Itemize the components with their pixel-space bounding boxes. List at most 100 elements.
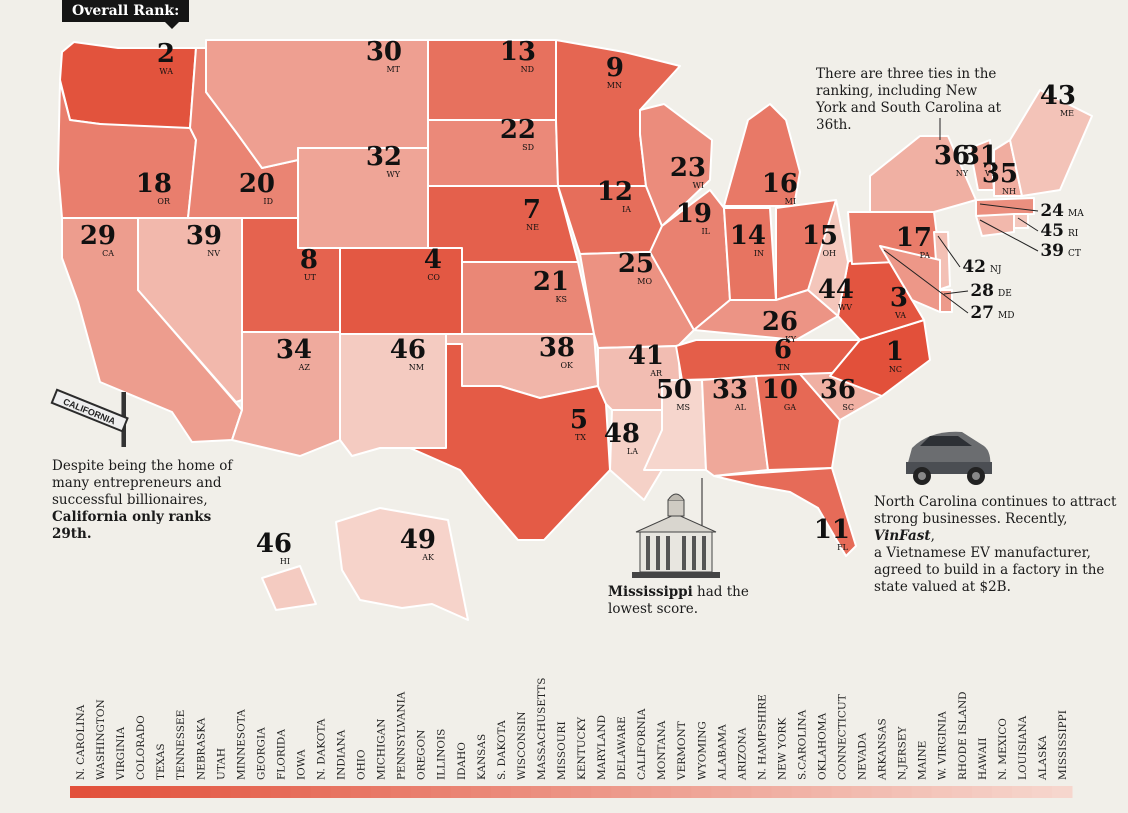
california-text-2: many entrepreneurs and [52,475,222,491]
state-rank-la: 48 [604,419,640,449]
california-text-1: Despite being the home of [52,458,233,474]
mississippi-annotation: Mississippi had the lowest score. [608,584,758,618]
state-abbr-hi: HI [280,557,290,566]
state-abbr-me: ME [1060,109,1074,118]
state-wy [297,147,429,249]
state-abbr-nm: NM [409,363,424,372]
state-rank-wa: 2 [157,39,175,69]
state-abbr-id: ID [263,197,273,206]
state-rank-ky: 26 [762,307,798,337]
state-rank-or: 18 [136,169,172,199]
state-rank-nc: 1 [886,337,904,367]
state-abbr-wv: WV [838,303,852,312]
ms-text-1: had the [692,584,749,600]
state-rank-id: 20 [239,169,275,199]
state-rank-ct: 39 [1040,241,1064,261]
state-rank-nj: 42 [962,257,986,277]
state-rank-az: 34 [276,335,312,365]
state-rank-ks: 21 [533,267,569,297]
leader-line-md [883,249,969,314]
state-ct [975,213,1015,237]
state-az [231,331,341,457]
state-abbr-il: IL [702,227,711,236]
state-abbr-la: LA [627,447,638,456]
state-abbr-ks: KS [556,295,567,304]
state-abbr-tx: TX [575,433,586,442]
leader-line-ma [979,203,1039,212]
state-ga [755,373,841,471]
state-md [879,245,941,313]
ties-text: There are three ties in the ranking, inc… [816,66,1002,133]
california-annotation: Despite being the home of many entrepren… [52,458,252,543]
state-abbr-ny: NY [956,169,969,178]
state-rank-al: 33 [712,375,748,405]
ms-bold: Mississippi [608,584,693,600]
state-rank-tx: 5 [570,405,588,435]
nc-text-3: a Vietnamese EV manufacturer, [874,545,1091,561]
state-abbr-ar: AR [649,369,663,378]
state-abbr-ga: GA [784,403,796,412]
state-abbr-ms: MS [676,403,690,412]
california-text-4: California only ranks 29th. [52,509,212,542]
state-rank-pa: 17 [896,223,932,253]
vinfast-name: VinFast [874,528,931,544]
state-abbr-va: VA [894,311,906,320]
state-abbr-de: DE [998,289,1012,299]
state-rank-mt: 30 [366,37,402,67]
state-abbr-ak: AK [421,553,435,562]
state-rank-nm: 46 [390,335,426,365]
california-sign-illustration: CALIFORNIA [50,388,129,447]
california-text-3: successful billionaires, [52,492,208,508]
state-nc [829,319,931,397]
state-rank-de: 28 [970,281,994,301]
leader-line-ri [1017,217,1039,232]
state-rank-me: 43 [1040,81,1076,111]
state-rank-ar: 41 [628,341,664,371]
state-abbr-mt: MT [386,65,400,74]
state-rank-va: 3 [890,283,908,313]
state-abbr-ca: CA [102,249,114,258]
state-rank-oh: 15 [802,221,838,251]
state-abbr-sc: SC [842,403,854,412]
vinfast-car-illustration [906,431,992,485]
overall-rank-badge: Overall Rank: [62,0,190,29]
state-abbr-mo: MO [637,277,652,286]
state-ri [1013,213,1029,229]
state-abbr-ok: OK [560,361,574,370]
state-fl [713,467,857,557]
state-abbr-wy: WY [386,170,400,179]
state-rank-mo: 25 [618,249,654,279]
state-abbr-ri: RI [1068,229,1079,239]
state-abbr-ky: KY [785,335,797,344]
state-abbr-nh: NH [1002,187,1016,196]
state-rank-fl: 11 [814,515,850,545]
state-hi [261,565,317,611]
state-abbr-nj: NJ [990,265,1002,275]
state-abbr-sd: SD [522,143,534,152]
state-abbr-az: AZ [298,363,311,372]
state-rank-nv: 39 [186,221,222,251]
state-rank-nd: 13 [500,37,536,67]
state-me [1009,89,1093,197]
state-abbr-fl: FL [837,543,849,552]
state-rank-ma: 24 [1040,201,1064,221]
state-rank-ut: 8 [300,245,318,275]
state-rank-wv: 44 [818,275,854,305]
state-abbr-al: AL [734,403,747,412]
state-abbr-mi: MI [785,197,796,206]
state-abbr-in: IN [754,249,764,258]
state-rank-hi: 46 [256,529,292,559]
state-wa [59,41,197,129]
leader-line-nj [937,235,961,268]
north-carolina-annotation: North Carolina continues to attract stro… [874,494,1124,596]
state-rank-wi: 23 [670,153,706,183]
state-abbr-or: OR [157,197,171,206]
ties-annotation: There are three ties in the ranking, inc… [816,66,1006,134]
state-abbr-wa: WA [159,67,173,76]
state-abbr-md: MD [998,311,1014,321]
state-wi [639,103,713,227]
state-abbr-co: CO [427,273,440,282]
state-rank-ne: 7 [523,195,541,225]
state-ak [335,507,469,621]
